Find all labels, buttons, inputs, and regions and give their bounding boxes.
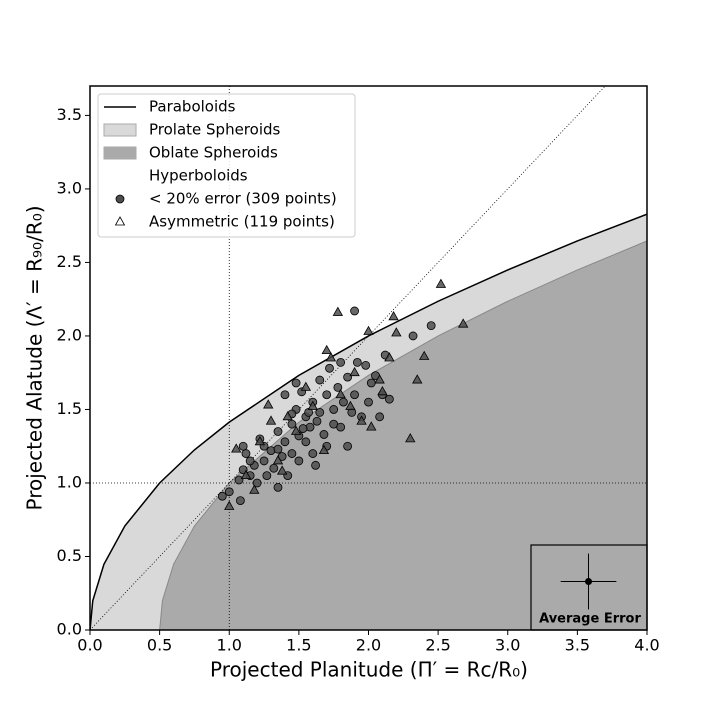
circle-point	[320, 430, 328, 438]
circle-point	[351, 391, 359, 399]
x-tick-label: 4.0	[634, 636, 659, 655]
circle-point	[274, 445, 282, 453]
circle-point	[274, 483, 282, 491]
circle-point	[281, 391, 289, 399]
legend-label: Paraboloids	[149, 98, 236, 116]
circle-point	[302, 438, 310, 446]
legend-swatch	[116, 195, 124, 203]
inset-label: Average Error	[539, 612, 641, 627]
circle-point	[365, 398, 373, 406]
circle-point	[274, 428, 282, 436]
circle-point	[409, 332, 417, 340]
y-tick-label: 3.0	[57, 178, 82, 197]
y-tick-label: 0.5	[57, 546, 82, 565]
x-tick-label: 2.0	[356, 636, 381, 655]
circle-point	[353, 358, 361, 366]
triangle-point	[436, 279, 445, 287]
circle-point	[260, 457, 268, 465]
circle-point	[427, 322, 435, 330]
circle-point	[351, 307, 359, 315]
legend-label: Hyperboloids	[149, 167, 248, 185]
x-tick-label: 0.5	[147, 636, 172, 655]
circle-point	[292, 379, 300, 387]
legend-swatch	[104, 124, 136, 136]
circle-point	[281, 438, 289, 446]
y-tick-label: 2.5	[57, 252, 82, 271]
x-tick-label: 3.5	[565, 636, 590, 655]
triangle-point	[364, 327, 373, 335]
circle-point	[242, 450, 250, 458]
triangle-point	[389, 312, 398, 320]
circle-point	[362, 361, 370, 369]
circle-point	[313, 417, 321, 425]
y-tick-label: 2.0	[57, 325, 82, 344]
y-tick-label: 1.5	[57, 399, 82, 418]
circle-point	[312, 461, 320, 469]
circle-point	[330, 405, 338, 413]
circle-point	[246, 457, 254, 465]
y-axis-label: Projected Alatude (Λ′ = R₉₀/R₀)	[23, 205, 47, 510]
legend-label: Oblate Spheroids	[149, 144, 278, 162]
circle-point	[225, 488, 233, 496]
circle-point	[239, 442, 247, 450]
x-tick-label: 2.5	[425, 636, 450, 655]
circle-point	[288, 450, 296, 458]
legend-label: Prolate Spheroids	[149, 121, 281, 139]
circle-point	[326, 364, 334, 372]
circle-point	[236, 497, 244, 505]
circle-point	[295, 457, 303, 465]
x-tick-label: 3.0	[495, 636, 520, 655]
circle-point	[344, 442, 352, 450]
y-tick-label: 1.0	[57, 472, 82, 491]
x-tick-label: 1.0	[217, 636, 242, 655]
circle-point	[218, 492, 226, 500]
y-tick-label: 3.5	[57, 105, 82, 124]
legend-label: < 20% error (309 points)	[149, 190, 337, 208]
circle-point	[385, 395, 393, 403]
circle-point	[309, 450, 317, 458]
circle-point	[288, 420, 296, 428]
circle-point	[316, 376, 324, 384]
x-axis-label: Projected Planitude (Π′ = Rc/R₀)	[210, 658, 528, 682]
circle-point	[339, 398, 347, 406]
x-tick-label: 1.5	[286, 636, 311, 655]
circle-point	[299, 425, 307, 433]
circle-point	[337, 358, 345, 366]
circle-point	[376, 413, 384, 421]
error-center	[585, 578, 592, 585]
circle-point	[270, 464, 278, 472]
circle-point	[263, 472, 271, 480]
circle-point	[323, 391, 331, 399]
triangle-point	[322, 346, 331, 354]
circle-point	[337, 423, 345, 431]
y-tick-label: 0.0	[57, 620, 82, 639]
legend-label: Asymmetric (119 points)	[149, 213, 335, 231]
legend-swatch	[104, 147, 136, 159]
circle-point	[367, 379, 375, 387]
triangle-point	[333, 307, 342, 315]
